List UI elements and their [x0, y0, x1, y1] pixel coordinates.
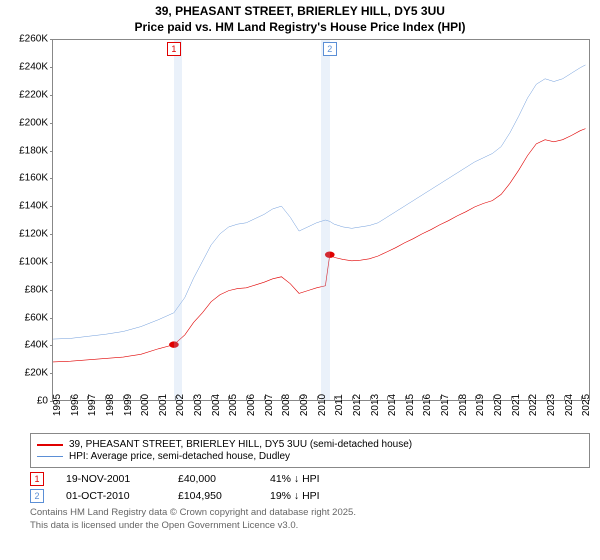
sale-point [169, 342, 179, 348]
sale-hpi-delta: 41% ↓ HPI [270, 473, 320, 485]
x-tick-label: 2020 [493, 394, 504, 416]
sale-point [325, 252, 335, 258]
sale-row-marker: 2 [30, 489, 44, 503]
y-tick-label: £200K [19, 117, 48, 128]
x-tick-label: 2021 [511, 394, 522, 416]
x-tick-label: 1999 [123, 394, 134, 416]
y-tick-label: £100K [19, 256, 48, 267]
x-tick-label: 2015 [405, 394, 416, 416]
sale-date: 19-NOV-2001 [66, 473, 156, 485]
y-axis: £0£20K£40K£60K£80K£100K£120K£140K£160K£1… [4, 39, 50, 401]
sale-marker-2: 2 [323, 42, 337, 56]
plot-area: 12 [52, 39, 590, 401]
sale-date: 01-OCT-2010 [66, 490, 156, 502]
x-tick-label: 2004 [211, 394, 222, 416]
legend-row: HPI: Average price, semi-detached house,… [37, 451, 583, 462]
sale-price: £104,950 [178, 490, 248, 502]
y-tick-label: £0 [37, 396, 48, 407]
x-tick-label: 2006 [246, 394, 257, 416]
sale-marker-1: 1 [167, 42, 181, 56]
sale-price: £40,000 [178, 473, 248, 485]
sale-hpi-delta: 19% ↓ HPI [270, 490, 320, 502]
x-tick-label: 2007 [264, 394, 275, 416]
x-tick-label: 2001 [158, 394, 169, 416]
y-tick-label: £260K [19, 34, 48, 45]
y-tick-label: £40K [25, 340, 48, 351]
footer: Contains HM Land Registry data © Crown c… [30, 507, 590, 532]
footer-licence: This data is licensed under the Open Gov… [30, 520, 590, 532]
x-axis: 1995199619971998199920002001200220032004… [52, 401, 590, 429]
sale-row: 1 19-NOV-2001 £40,000 41% ↓ HPI [30, 472, 590, 486]
x-tick-label: 2019 [475, 394, 486, 416]
y-tick-label: £180K [19, 145, 48, 156]
x-tick-label: 2003 [193, 394, 204, 416]
title-subtitle: Price paid vs. HM Land Registry's House … [0, 20, 600, 36]
x-tick-label: 2010 [317, 394, 328, 416]
x-tick-label: 2017 [440, 394, 451, 416]
series-price_paid [53, 129, 585, 362]
x-tick-label: 2025 [581, 394, 592, 416]
x-tick-label: 2016 [422, 394, 433, 416]
x-tick-label: 2022 [528, 394, 539, 416]
chart-area: £0£20K£40K£60K£80K£100K£120K£140K£160K£1… [52, 39, 590, 429]
x-tick-label: 2018 [458, 394, 469, 416]
y-tick-label: £140K [19, 201, 48, 212]
sales-table: 1 19-NOV-2001 £40,000 41% ↓ HPI 2 01-OCT-2010… [30, 472, 590, 503]
title-address: 39, PHEASANT STREET, BRIERLEY HILL, DY5 … [0, 4, 600, 20]
y-tick-label: £240K [19, 62, 48, 73]
x-tick-label: 2024 [564, 394, 575, 416]
x-tick-label: 2023 [546, 394, 557, 416]
x-tick-label: 2012 [352, 394, 363, 416]
x-tick-label: 2000 [140, 394, 151, 416]
x-tick-label: 2014 [387, 394, 398, 416]
legend-swatch [37, 444, 63, 446]
x-tick-label: 1998 [105, 394, 116, 416]
series-hpi [53, 65, 585, 339]
x-tick-label: 2009 [299, 394, 310, 416]
legend-swatch [37, 456, 63, 458]
x-tick-label: 2008 [281, 394, 292, 416]
x-tick-label: 1996 [70, 394, 81, 416]
x-tick-label: 1995 [52, 394, 63, 416]
y-tick-label: £120K [19, 229, 48, 240]
sale-row: 2 01-OCT-2010 £104,950 19% ↓ HPI [30, 489, 590, 503]
chart-container: 39, PHEASANT STREET, BRIERLEY HILL, DY5 … [0, 0, 600, 560]
chart-svg [53, 40, 589, 400]
sale-row-marker: 1 [30, 472, 44, 486]
y-tick-label: £20K [25, 368, 48, 379]
footer-copyright: Contains HM Land Registry data © Crown c… [30, 507, 590, 519]
y-tick-label: £160K [19, 173, 48, 184]
y-tick-label: £60K [25, 312, 48, 323]
legend-row: 39, PHEASANT STREET, BRIERLEY HILL, DY5 … [37, 439, 583, 450]
x-tick-label: 2005 [228, 394, 239, 416]
y-tick-label: £80K [25, 284, 48, 295]
x-tick-label: 2011 [334, 394, 345, 416]
legend: 39, PHEASANT STREET, BRIERLEY HILL, DY5 … [30, 433, 590, 468]
y-tick-label: £220K [19, 89, 48, 100]
x-tick-label: 2002 [175, 394, 186, 416]
legend-label: HPI: Average price, semi-detached house,… [69, 451, 290, 462]
title-block: 39, PHEASANT STREET, BRIERLEY HILL, DY5 … [0, 0, 600, 37]
x-tick-label: 1997 [87, 394, 98, 416]
x-tick-label: 2013 [370, 394, 381, 416]
legend-label: 39, PHEASANT STREET, BRIERLEY HILL, DY5 … [69, 439, 412, 450]
